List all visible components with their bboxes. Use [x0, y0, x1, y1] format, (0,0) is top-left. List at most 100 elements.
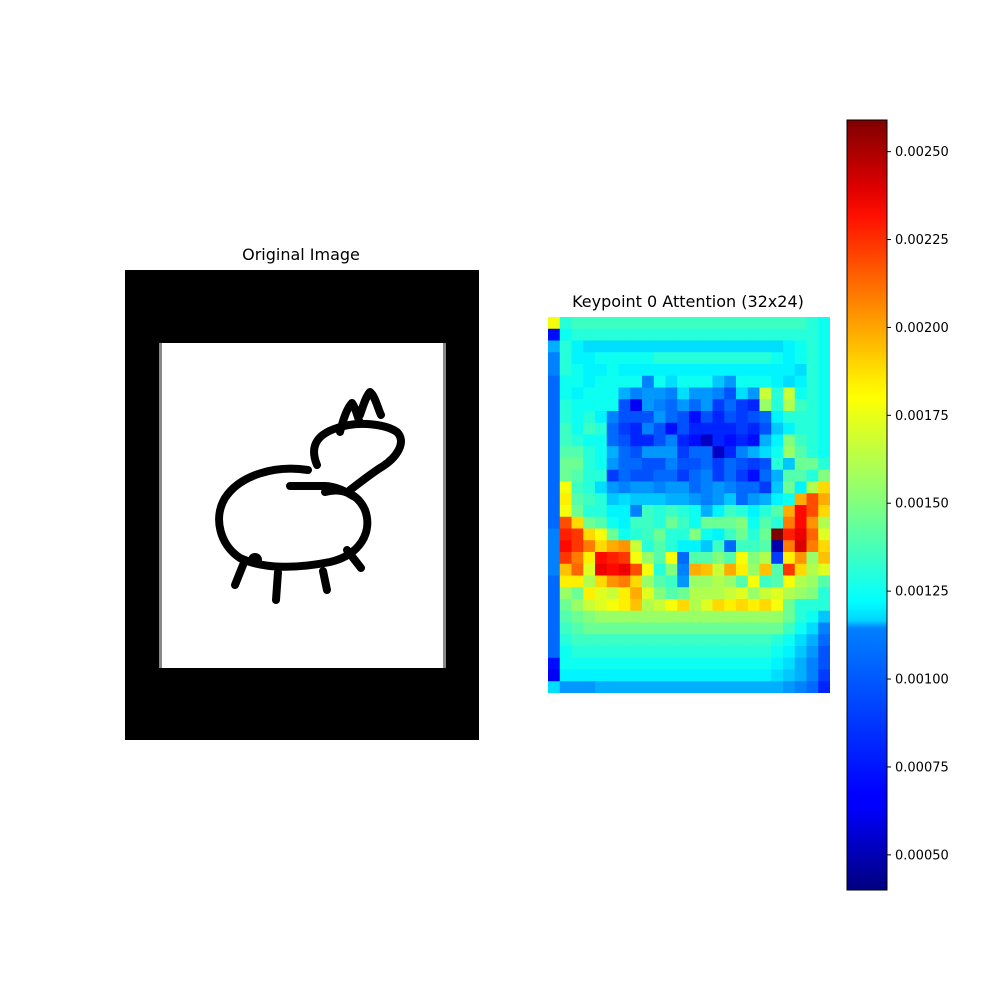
heatmap-cell	[689, 622, 702, 635]
heatmap-cell	[642, 469, 655, 482]
heatmap-cell	[771, 411, 784, 424]
heatmap-cell	[548, 446, 561, 459]
heatmap-cell	[712, 434, 725, 447]
heatmap-cell	[783, 469, 796, 482]
heatmap-cell	[595, 458, 608, 471]
heatmap-cell	[677, 340, 690, 353]
heatmap-cell	[606, 587, 619, 600]
heatmap-cell	[606, 528, 619, 541]
heatmap-cell	[818, 340, 830, 353]
heatmap-cell	[642, 575, 655, 588]
heatmap-cell	[736, 552, 749, 565]
heatmap-cell	[712, 446, 725, 459]
heatmap-cell	[653, 587, 666, 600]
heatmap-cell	[653, 599, 666, 612]
heatmap-cell	[818, 575, 830, 588]
heatmap-cell	[806, 634, 819, 647]
heatmap-cell	[736, 575, 749, 588]
heatmap-cell	[653, 610, 666, 623]
heatmap-cell	[747, 411, 760, 424]
heatmap-cell	[606, 516, 619, 529]
heatmap-cell	[806, 681, 819, 693]
heatmap-cell	[548, 599, 561, 612]
heatmap-cell	[736, 528, 749, 541]
heatmap-cell	[759, 458, 772, 471]
heatmap-cell	[724, 411, 737, 424]
heatmap-cell	[736, 469, 749, 482]
heatmap-cell	[618, 387, 631, 400]
heatmap-cell	[783, 422, 796, 435]
heatmap-cell	[794, 340, 807, 353]
heatmap-cell	[736, 352, 749, 365]
heatmap-cell	[724, 493, 737, 506]
heatmap-cell	[665, 352, 678, 365]
heatmap-cell	[759, 552, 772, 565]
heatmap-cell	[759, 411, 772, 424]
heatmap-cell	[794, 481, 807, 494]
heatmap-cell	[677, 422, 690, 435]
heatmap-cell	[794, 317, 807, 330]
heatmap-cell	[642, 610, 655, 623]
heatmap-cell	[700, 540, 713, 553]
heatmap-cell	[689, 317, 702, 330]
heatmap-cell	[595, 575, 608, 588]
heatmap-cell	[606, 563, 619, 576]
heatmap-cell	[630, 563, 643, 576]
heatmap-cell	[747, 328, 760, 341]
heatmap-cell	[771, 340, 784, 353]
heatmap-cell	[736, 434, 749, 447]
heatmap-cell	[759, 587, 772, 600]
heatmap-cell	[759, 610, 772, 623]
heatmap-cell	[818, 469, 830, 482]
heatmap-cell	[559, 375, 572, 388]
heatmap-cell	[712, 469, 725, 482]
heatmap-cell	[665, 469, 678, 482]
heatmap-cell	[700, 505, 713, 518]
heatmap-cell	[700, 599, 713, 612]
heatmap-cell	[783, 375, 796, 388]
heatmap-cell	[736, 458, 749, 471]
heatmap-cell	[818, 411, 830, 424]
heatmap-cell	[689, 587, 702, 600]
heatmap-cell	[783, 317, 796, 330]
heatmap-cell	[700, 317, 713, 330]
heatmap-cell	[736, 587, 749, 600]
heatmap-cell	[618, 375, 631, 388]
heatmap-cell	[630, 669, 643, 682]
heatmap-cell	[583, 634, 596, 647]
heatmap-cell	[689, 446, 702, 459]
heatmap-cell	[665, 646, 678, 659]
heatmap-cell	[653, 387, 666, 400]
heatmap-cell	[689, 516, 702, 529]
heatmap-cell	[559, 434, 572, 447]
heatmap-cell	[653, 540, 666, 553]
heatmap-cell	[653, 481, 666, 494]
heatmap-cell	[724, 352, 737, 365]
heatmap-cell	[677, 516, 690, 529]
heatmap-cell	[712, 563, 725, 576]
heatmap-cell	[689, 375, 702, 388]
heatmap-cell	[712, 328, 725, 341]
heatmap-cell	[571, 458, 584, 471]
heatmap-cell	[759, 340, 772, 353]
heatmap-cell	[771, 528, 784, 541]
heatmap-cell	[783, 575, 796, 588]
heatmap-cell	[712, 458, 725, 471]
heatmap-cell	[724, 516, 737, 529]
heatmap-cell	[818, 634, 830, 647]
heatmap-cell	[583, 481, 596, 494]
heatmap-cell	[559, 599, 572, 612]
heatmap-cell	[806, 516, 819, 529]
heatmap-cell	[653, 528, 666, 541]
heatmap-cell	[689, 481, 702, 494]
heatmap-cell	[759, 575, 772, 588]
heatmap-cell	[724, 481, 737, 494]
heatmap-cell	[653, 469, 666, 482]
heatmap-cell	[548, 469, 561, 482]
heatmap-cell	[583, 469, 596, 482]
heatmap-cell	[700, 681, 713, 693]
heatmap-cell	[618, 399, 631, 412]
heatmap-cell	[665, 411, 678, 424]
heatmap-cell	[618, 575, 631, 588]
heatmap-cell	[818, 458, 830, 471]
